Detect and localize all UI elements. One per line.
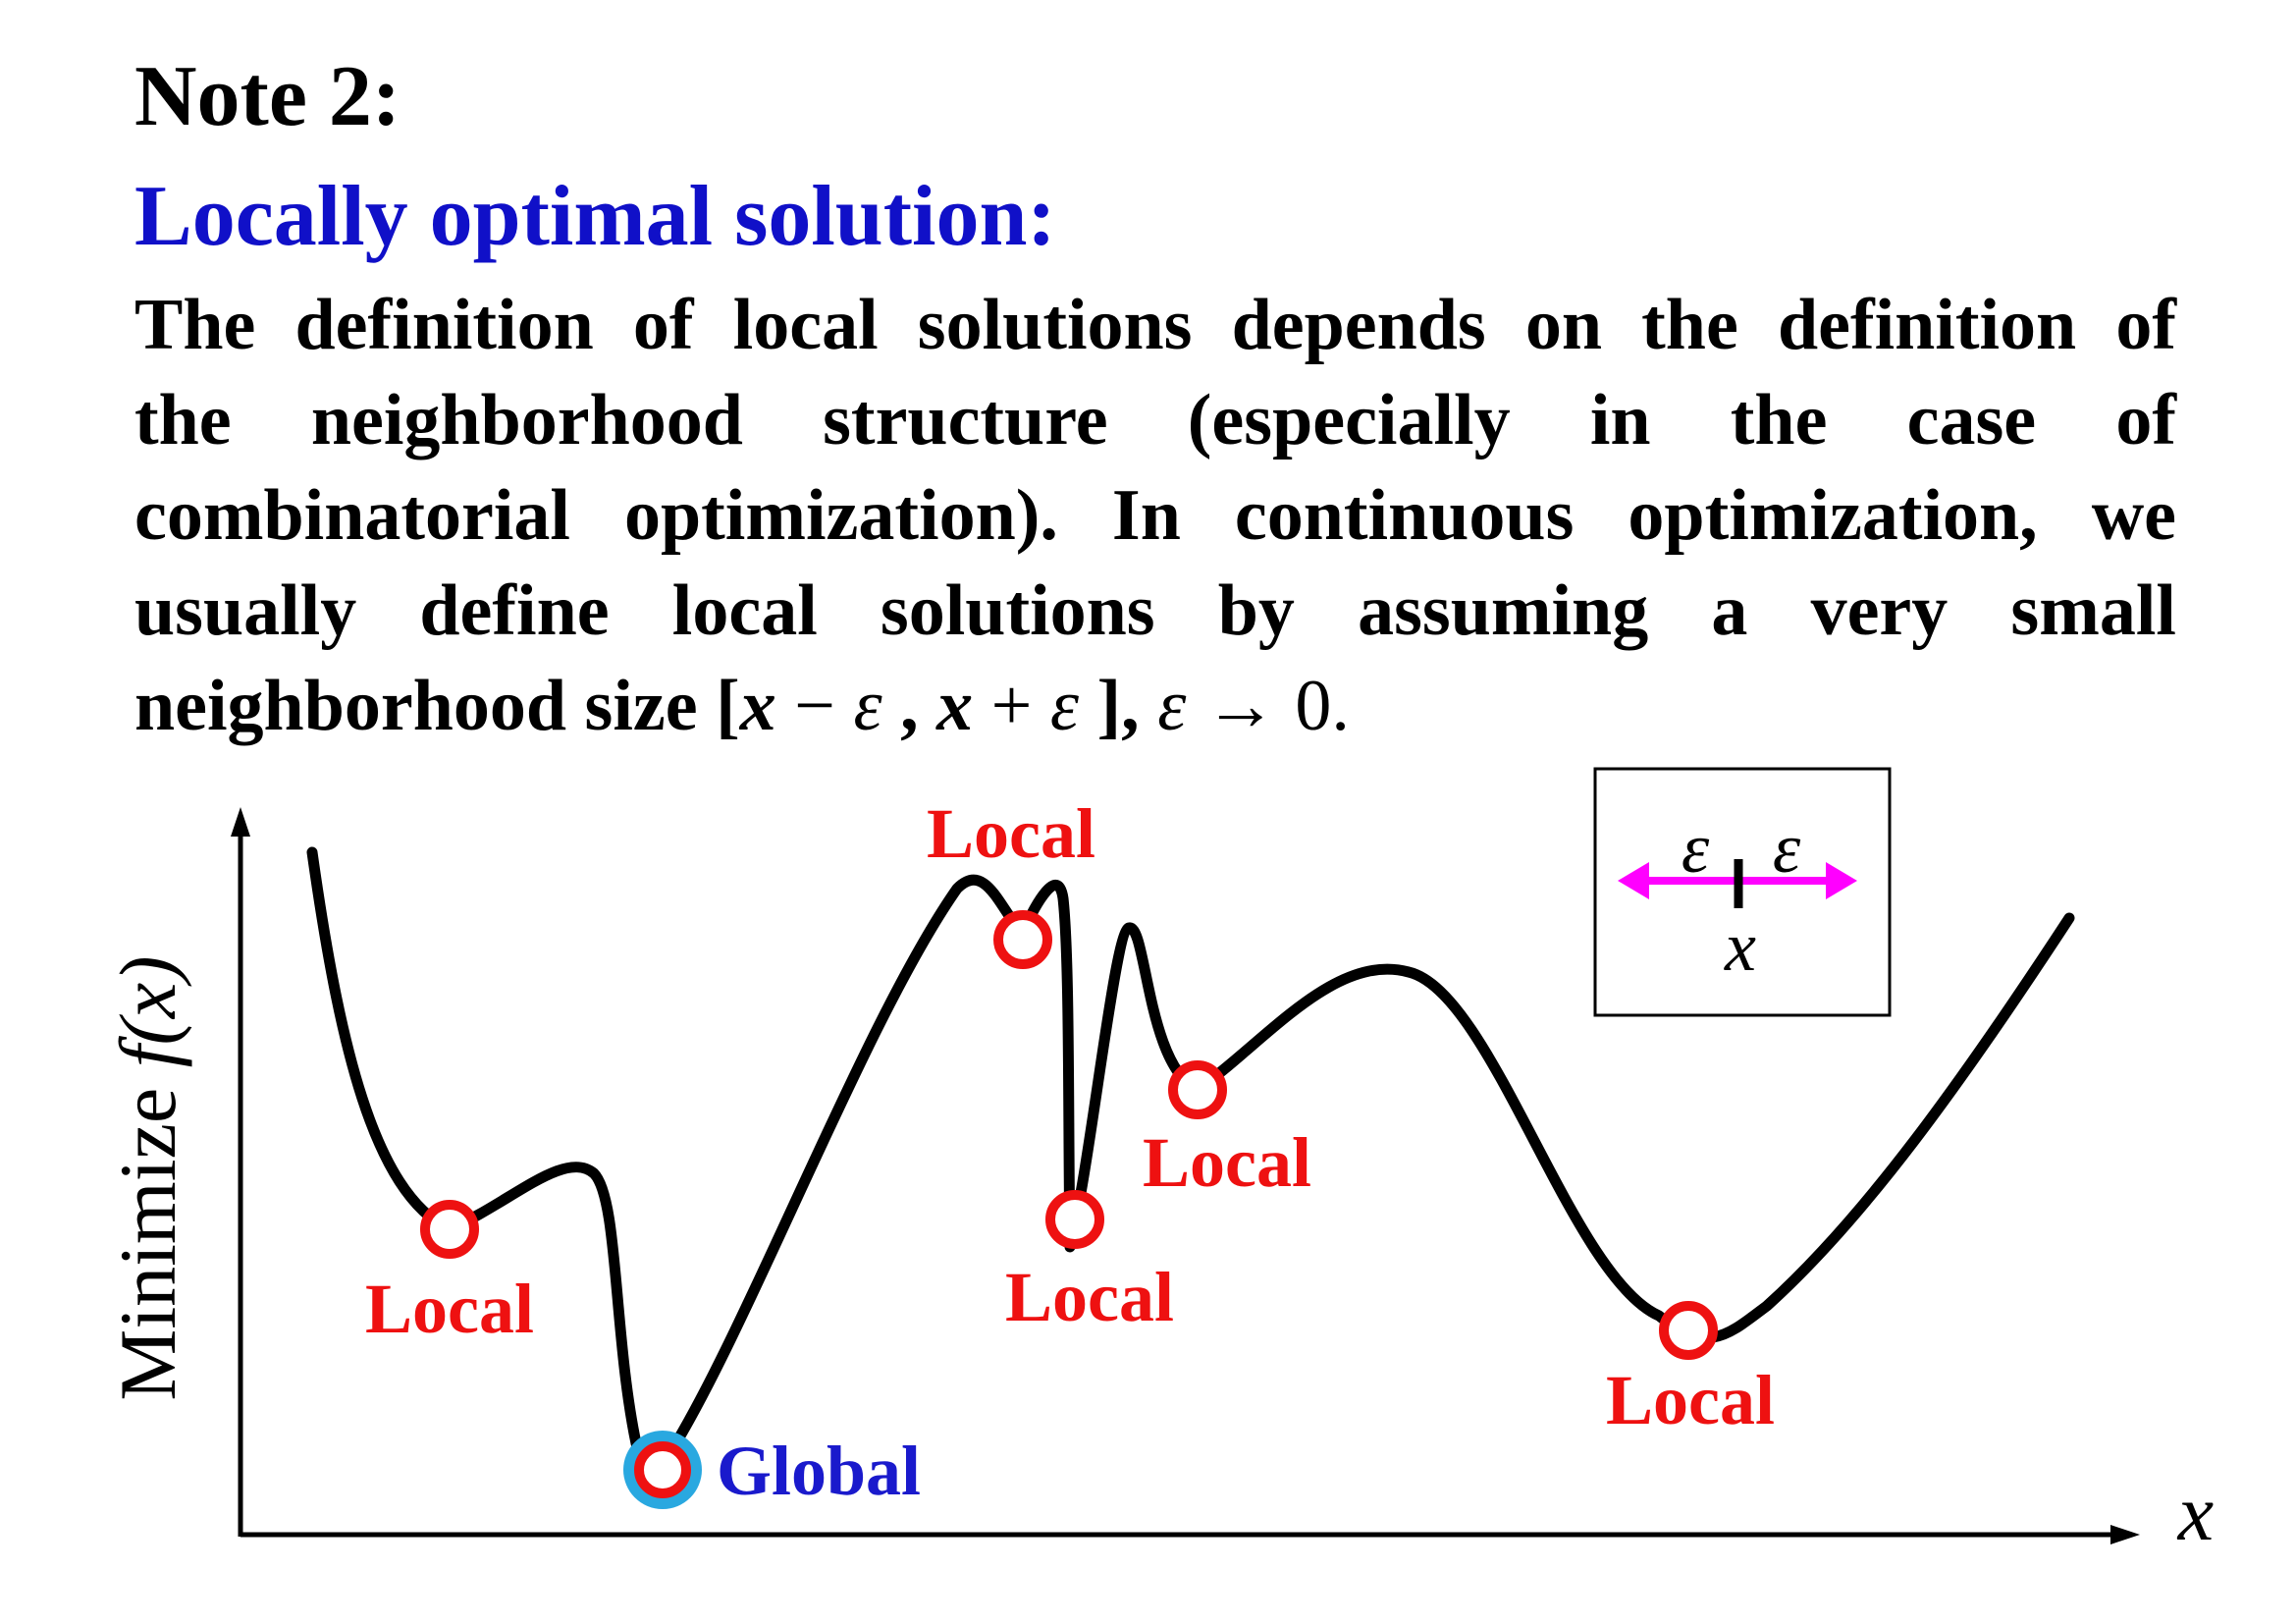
local-minimum-marker-5 — [1659, 1301, 1718, 1360]
arrowhead-left-icon — [1618, 862, 1649, 899]
global-label: Global — [717, 1432, 921, 1510]
paragraph-line-4: usually define local solutions by assumi… — [134, 570, 2176, 651]
x-axis-label: x — [2177, 1468, 2214, 1557]
local-minimum-marker-3 — [1045, 1190, 1104, 1249]
math-close: ], — [1079, 666, 1158, 746]
section-subtitle: Locally optimal solution: — [134, 169, 1056, 264]
epsilon-left: ε — [1682, 809, 1710, 888]
local-minimum-marker-1 — [420, 1200, 479, 1259]
local-minimum-marker-4 — [1168, 1060, 1227, 1119]
y-axis-label-func: f(x) — [103, 955, 192, 1067]
paragraph-line-3: combinatorial optimization). In continuo… — [134, 475, 2176, 556]
epsilon-right: ε — [1773, 809, 1801, 888]
math-epsilon: ε — [1157, 666, 1187, 746]
math-epsilon: ε — [1049, 666, 1080, 746]
math-comma: , — [881, 666, 937, 746]
math-x: x — [739, 666, 776, 746]
math-minus: − — [775, 666, 854, 746]
paragraph-line-2: the neighborhood structure (especially i… — [134, 380, 2176, 460]
paragraph-line-1: The definition of local solutions depend… — [134, 285, 2176, 365]
neighborhood-inset: ε ε x — [1593, 767, 1892, 1017]
global-minimum-marker — [634, 1441, 691, 1498]
math-x: x — [936, 666, 974, 746]
paragraph-line-5: neighborhood size [x − ε , x + ε ], ε → … — [134, 659, 2176, 754]
y-axis-label-text: Minimize — [103, 1067, 192, 1400]
math-plus: + — [973, 666, 1050, 746]
local-label-2: Local — [927, 794, 1095, 873]
math-epsilon: ε — [853, 666, 882, 746]
definition-paragraph: The definition of local solutions depend… — [134, 278, 2176, 754]
note-title: Note 2: — [134, 49, 401, 144]
local-label-1: Local — [365, 1270, 534, 1348]
y-axis-label: Minimize f(x) — [103, 955, 192, 1400]
arrowhead-right-icon — [1826, 862, 1857, 899]
local-label-3: Local — [1005, 1258, 1174, 1336]
math-arrow-zero: → 0. — [1186, 666, 1350, 746]
inset-x-label: x — [1724, 907, 1756, 986]
local-minimum-marker-2 — [993, 910, 1052, 969]
y-axis-arrowhead — [231, 807, 250, 837]
local-label-4: Local — [1143, 1123, 1311, 1202]
x-axis-arrowhead — [2110, 1525, 2140, 1544]
objective-curve — [306, 846, 2075, 1474]
local-label-5: Local — [1606, 1361, 1775, 1439]
line5-text: neighborhood size [ — [134, 666, 740, 746]
